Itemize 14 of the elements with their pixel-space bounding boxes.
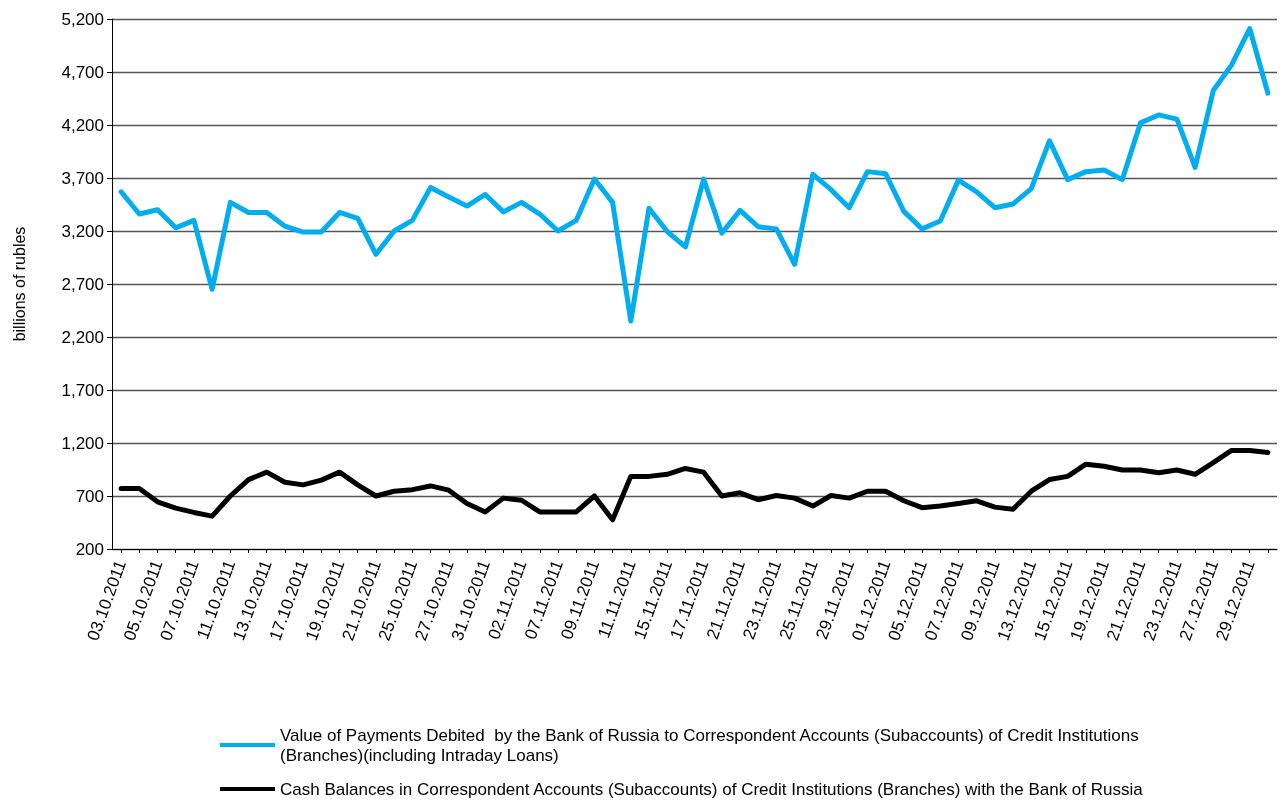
y-tick-label: 200 xyxy=(75,539,104,559)
y-tick-label: 3,700 xyxy=(61,168,104,188)
y-tick-label: 4,200 xyxy=(61,115,104,135)
y-axis-title: billions of rubles xyxy=(10,226,28,342)
y-tick-label: 1,700 xyxy=(61,380,104,400)
y-tick-label: 700 xyxy=(75,486,104,506)
legend-label: Cash Balances in Correspondent Accounts (Subaccounts) of Credit Institutions (Branches) with the Bank of Russia xyxy=(280,779,1144,799)
y-tick-label: 2,700 xyxy=(61,274,104,294)
y-tick-label: 5,200 xyxy=(61,9,104,29)
y-tick-label: 1,200 xyxy=(61,433,104,453)
y-tick-label: 2,200 xyxy=(61,327,104,347)
y-tick-label: 4,700 xyxy=(61,62,104,82)
legend-label: Value of Payments Debited by the Bank of Russia to Correspondent Accounts (Subaccounts) of Credit Institutions (Branches)(including Intraday Loans) xyxy=(280,725,1144,765)
y-tick-label: 3,200 xyxy=(61,221,104,241)
